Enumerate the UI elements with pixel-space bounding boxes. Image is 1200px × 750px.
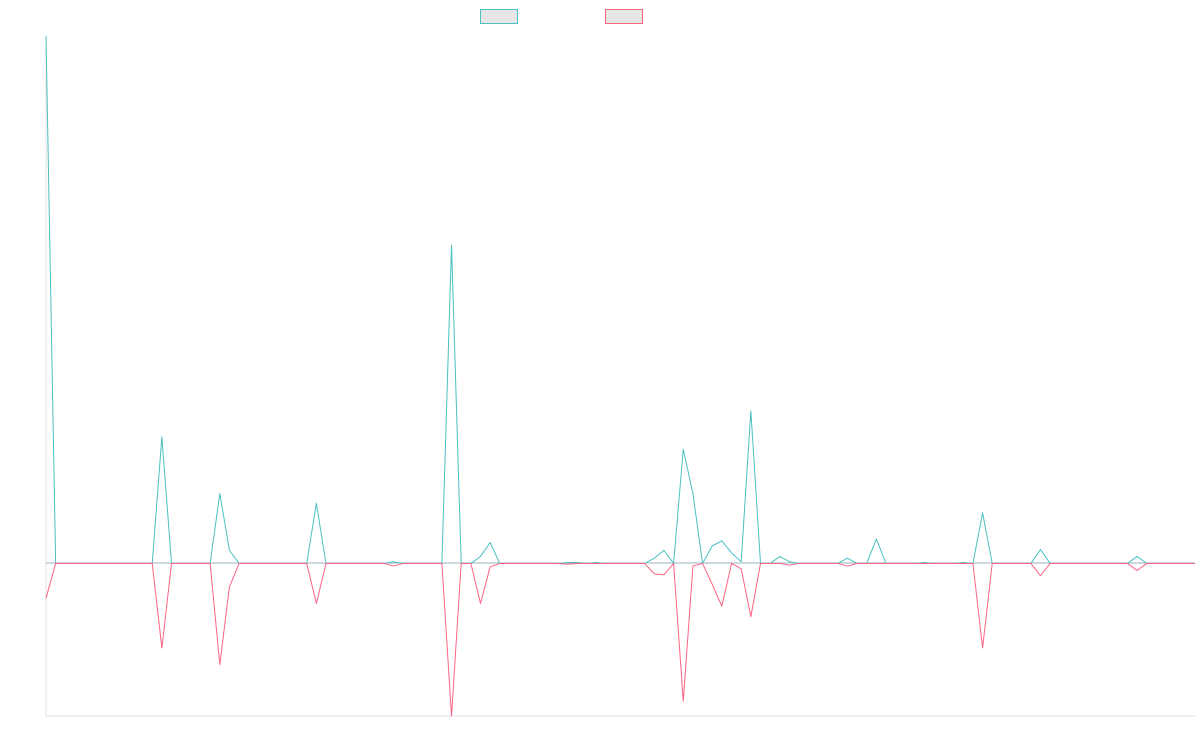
series-layer	[45, 35, 1195, 717]
legend-swatch-series-1[interactable]	[480, 9, 518, 24]
legend-swatch-series-2[interactable]	[605, 9, 643, 24]
series-line-1	[45, 35, 1195, 564]
series-line-2	[45, 562, 1195, 717]
